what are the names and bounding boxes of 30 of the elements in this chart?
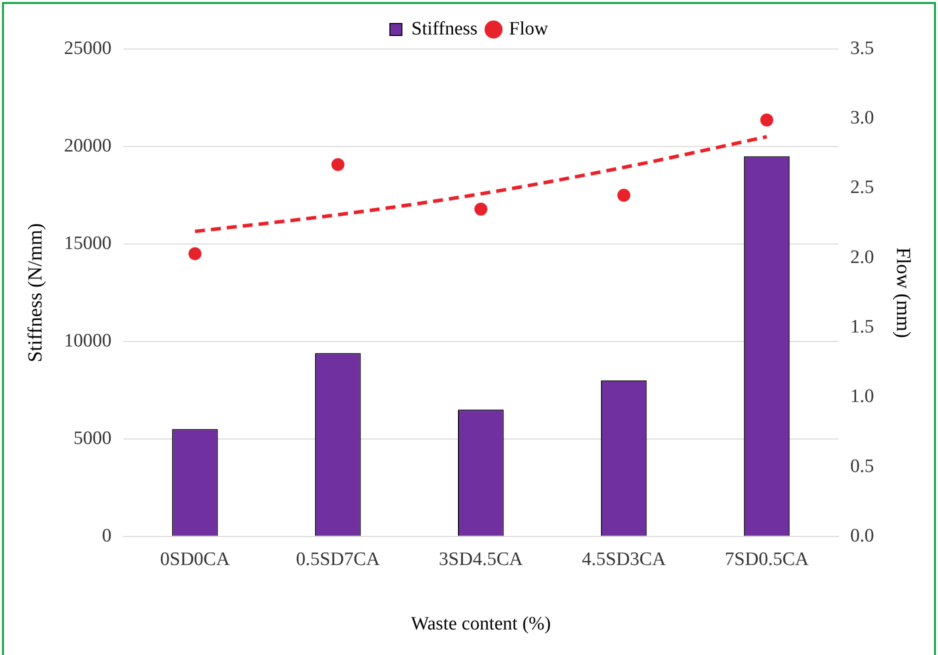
y2-tick-label: 3.5 (850, 38, 874, 59)
y2-axis-title: Flow (mm) (892, 247, 914, 338)
y-tick-label: 0 (102, 525, 112, 546)
legend-label: Flow (509, 18, 548, 40)
x-tick-label: 4.5SD3CA (582, 548, 666, 570)
y2-tick-label: 3.0 (850, 108, 874, 129)
legend-label: Stiffness (411, 18, 478, 40)
point (617, 188, 630, 202)
point (474, 202, 488, 216)
y2-tick-label: 1.5 (850, 316, 874, 338)
y2-tick-label: 2.5 (850, 177, 874, 198)
y2-tick-label: 2.0 (850, 246, 874, 268)
y-tick-label: 20000 (64, 135, 112, 156)
x-axis-title: Waste content (%) (410, 614, 551, 635)
x-tick-label: 3SD4.5CA (438, 548, 524, 570)
point (188, 247, 202, 260)
y2-tick-label: 0.0 (850, 525, 874, 546)
point (331, 158, 344, 172)
y2-tick-label: 0.5 (850, 456, 874, 477)
x-tick-label: 7SD0.5CA (724, 548, 810, 570)
point (760, 114, 774, 127)
y-tick-label: 15000 (64, 232, 112, 254)
y-tick-label: 5000 (74, 428, 112, 449)
y-tick-label: 25000 (64, 38, 112, 59)
y-axis-title: Stiffness (N/mm) (24, 223, 46, 362)
x-tick-label: 0.5SD7CA (296, 548, 380, 570)
y2-tick-label: 1.0 (850, 386, 874, 408)
y-tick-label: 10000 (64, 330, 112, 352)
x-tick-label: 0SD0CA (160, 548, 230, 570)
line-series (193, 134, 769, 234)
